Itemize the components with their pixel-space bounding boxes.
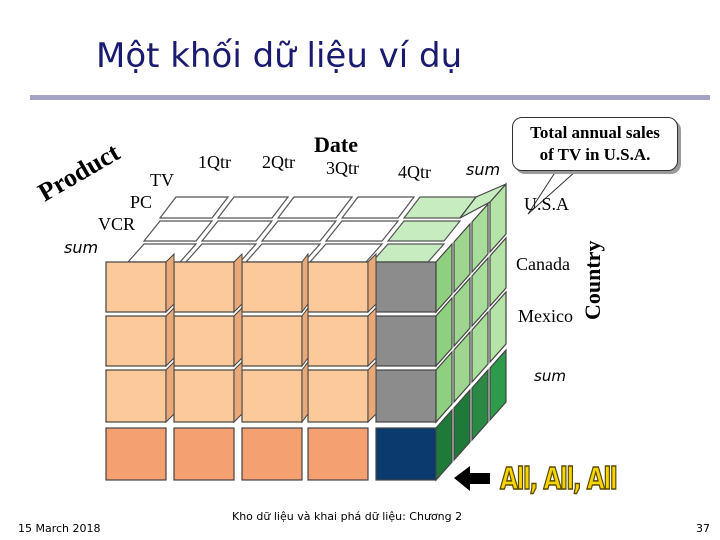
callout-pointer — [527, 170, 578, 215]
product-member-pc: PC — [130, 192, 153, 212]
all-arrow-icon — [454, 466, 490, 491]
page-number: 37 — [696, 522, 710, 535]
callout-total-annual-sales: Total annual sales of TV in U.S.A. — [512, 117, 678, 171]
country-member-usa: U.S.A — [524, 194, 570, 214]
cube-front-cell-sides — [165, 252, 377, 424]
slide-title: Một khối dữ liệu ví dụ — [96, 36, 463, 76]
cube-front-face — [105, 261, 437, 481]
country-axis-label: Country — [580, 240, 605, 320]
date-member-sum: sum — [466, 160, 501, 179]
all-all-all-label: All, All, All — [499, 461, 618, 498]
footer-center-text: Kho dữ liệu và khai phá dữ liệu: Chương … — [232, 510, 463, 523]
date-member-4qtr: 4Qtr — [398, 162, 431, 182]
cube-top-face — [126, 196, 416, 263]
cube-right-face — [435, 182, 507, 482]
date-member-2qtr: 2Qtr — [262, 152, 295, 172]
title-divider — [30, 95, 710, 100]
country-member-canada: Canada — [516, 254, 570, 274]
country-member-mexico: Mexico — [518, 306, 573, 326]
country-member-sum: sum — [534, 367, 566, 385]
date-member-3qtr: 3Qtr — [326, 158, 359, 178]
date-member-1qtr: 1Qtr — [198, 152, 231, 172]
callout-line-2: of TV in U.S.A. — [539, 145, 651, 164]
product-member-tv: TV — [150, 170, 174, 190]
product-member-sum: sum — [64, 238, 99, 257]
callout-line-1: Total annual sales — [530, 123, 660, 142]
footer-date: 15 March 2018 — [18, 522, 101, 535]
date-axis-label: Date — [314, 132, 358, 157]
product-member-vcr: VCR — [98, 214, 136, 234]
